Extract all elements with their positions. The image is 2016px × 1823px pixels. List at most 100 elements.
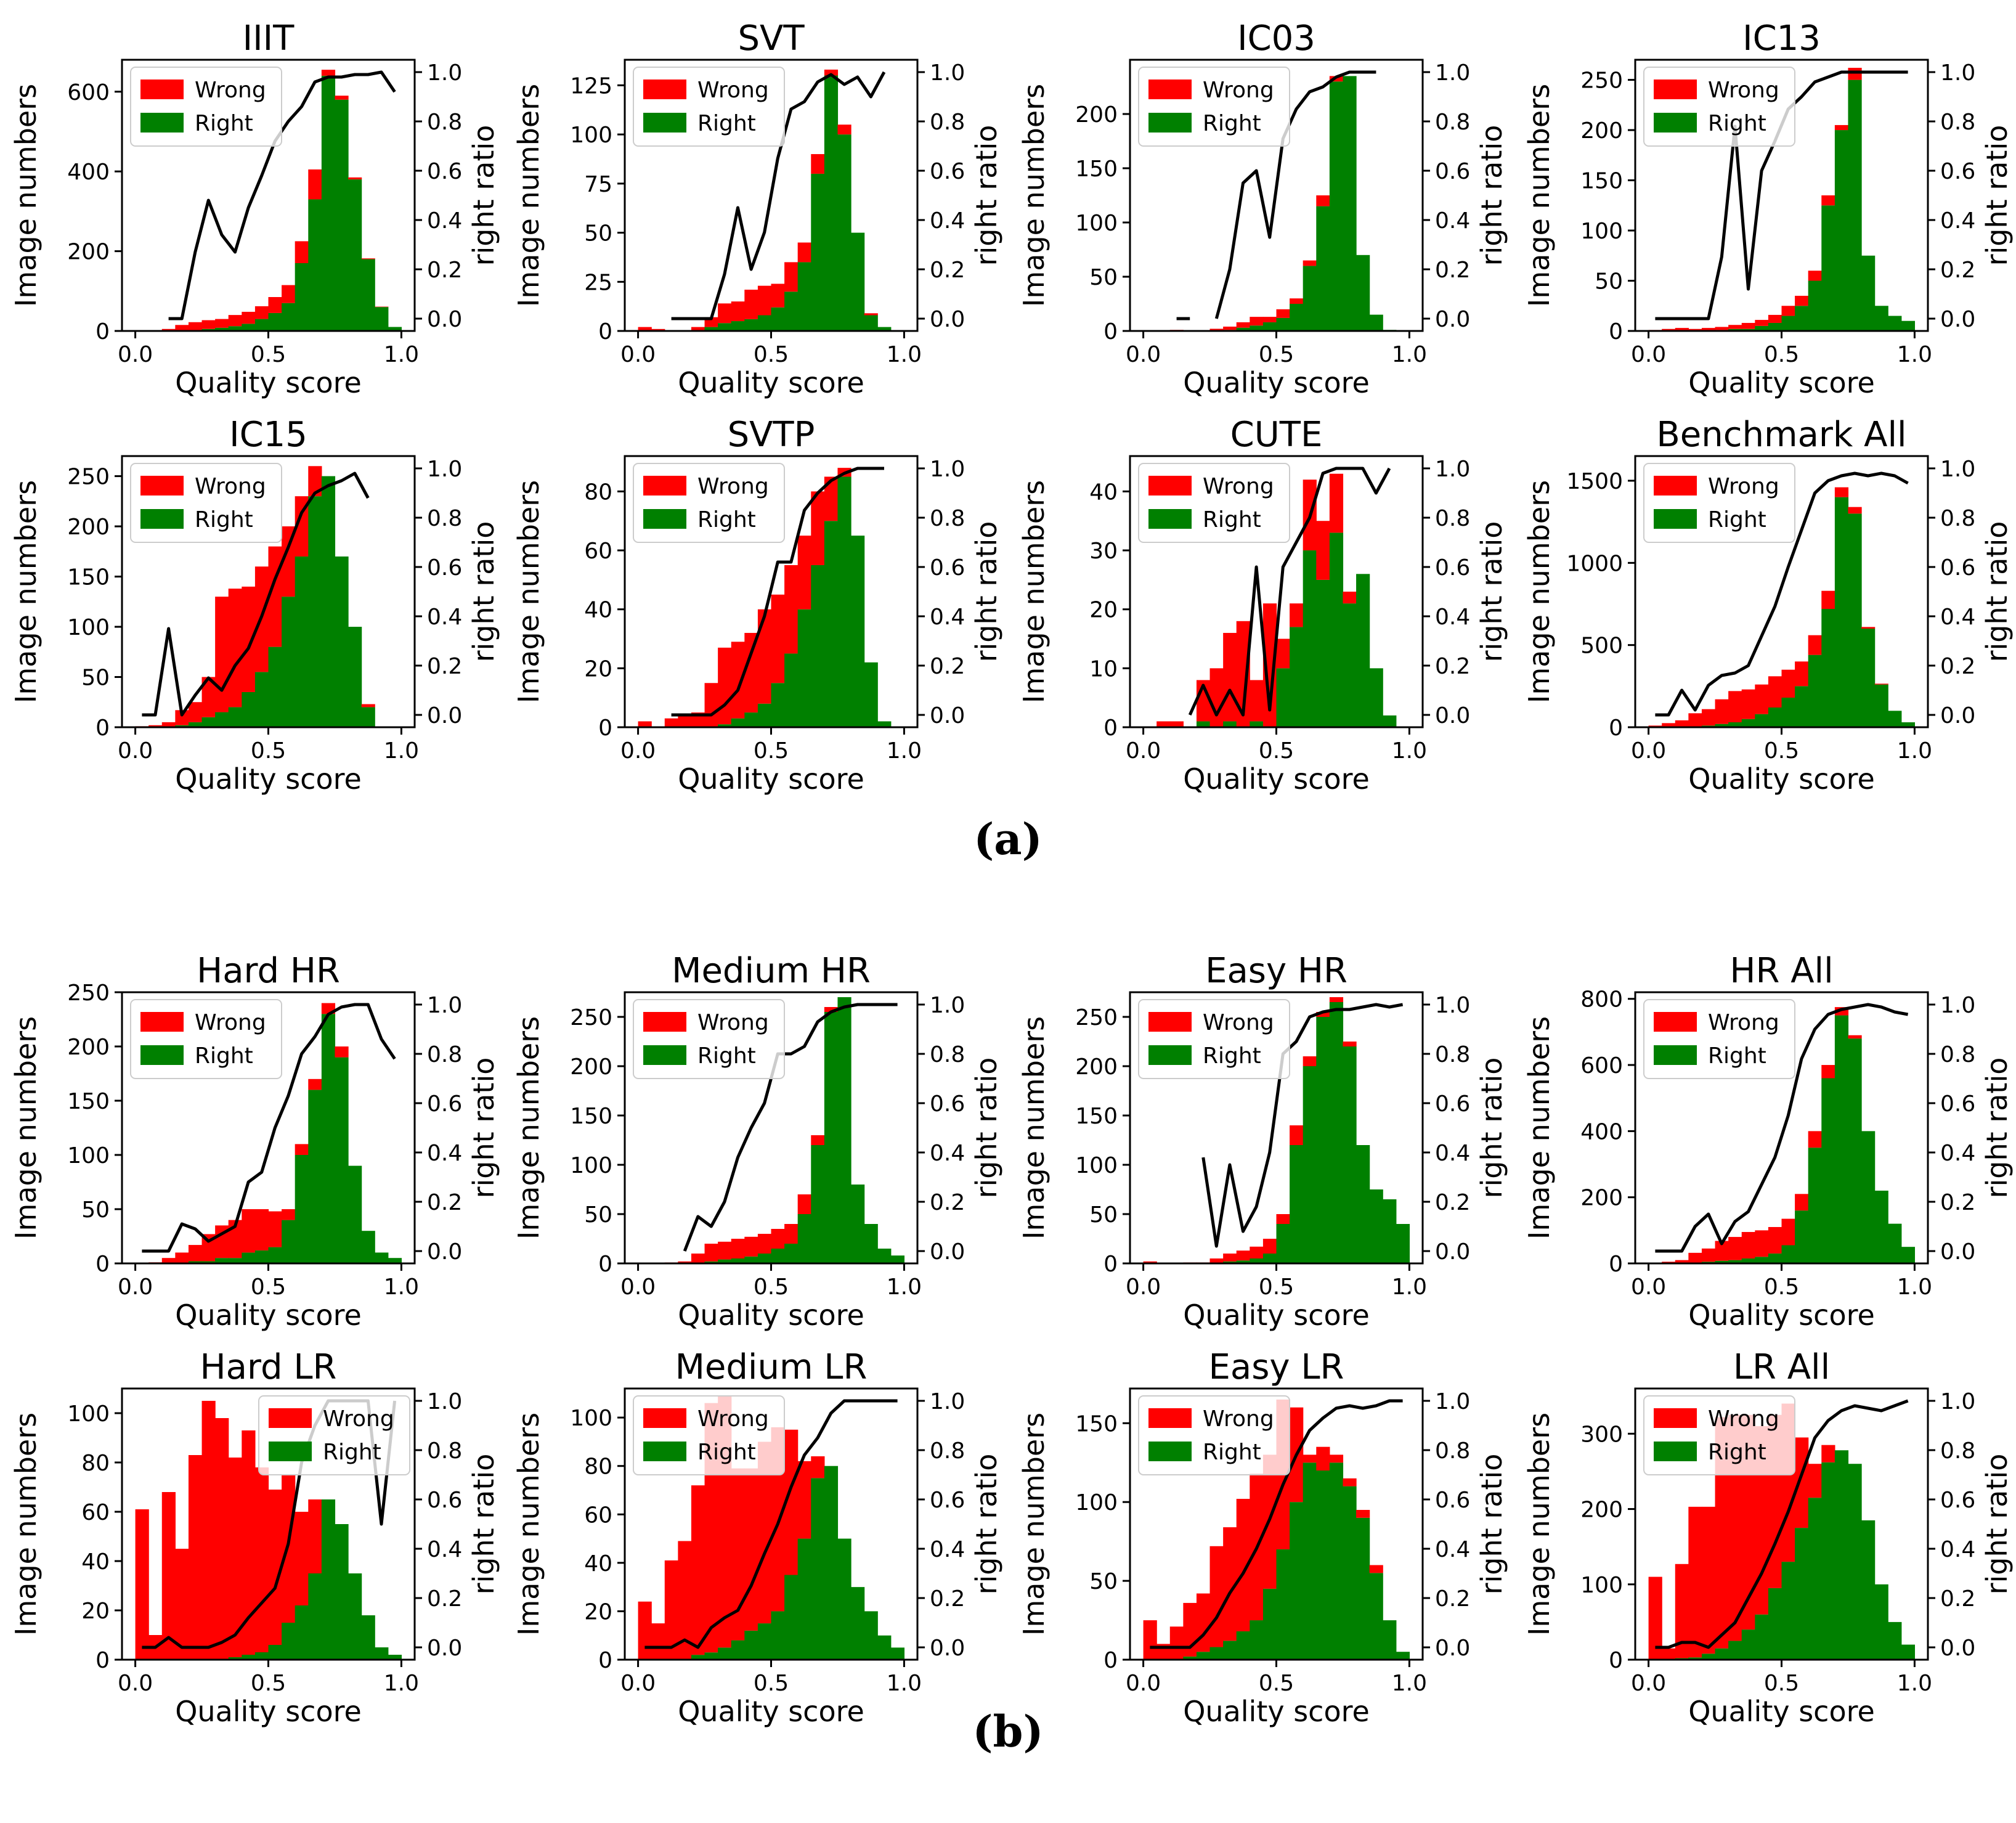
- ratio-line: [142, 471, 370, 717]
- bar-right: [1303, 1462, 1317, 1660]
- bar-wrong: [161, 328, 176, 331]
- bar-right: [348, 1573, 362, 1660]
- ytick-label-right: 0.8: [427, 1438, 462, 1464]
- legend-label-wrong: Wrong: [1203, 1010, 1274, 1035]
- bar-right: [335, 1524, 349, 1660]
- ytick-label-right: 0.6: [930, 555, 965, 581]
- ytick-label-right: 0.8: [427, 506, 462, 531]
- bar-wrong: [254, 1209, 269, 1250]
- bar-wrong: [1250, 317, 1264, 326]
- bar-right: [1808, 1498, 1822, 1660]
- bar-wrong: [651, 1623, 665, 1660]
- xtick-label: 0.5: [1259, 342, 1294, 367]
- bar-wrong: [282, 1209, 296, 1220]
- ytick-label-right: 0.8: [1435, 1042, 1470, 1067]
- bar-right: [1329, 1002, 1344, 1263]
- ytick-label-left: 150: [67, 1089, 110, 1114]
- bar-right: [321, 75, 336, 331]
- bar-wrong: [1223, 1254, 1237, 1262]
- ytick-label-right: 0.4: [427, 1537, 462, 1562]
- bar-wrong: [1768, 1226, 1782, 1254]
- legend-swatch-right: [643, 1045, 686, 1065]
- bar-right: [784, 292, 799, 331]
- ytick-label-right: 1.0: [427, 1389, 462, 1414]
- bar-right: [1821, 1462, 1835, 1660]
- bar-right: [1861, 629, 1876, 727]
- legend-swatch-right: [1148, 1442, 1192, 1461]
- bar-right: [1183, 1656, 1197, 1660]
- legend: Wrong Right: [1138, 1395, 1290, 1475]
- bar-right: [824, 75, 839, 331]
- bar-right: [824, 1466, 839, 1660]
- bar-wrong: [731, 642, 745, 719]
- y-axis-label-left: Image numbers: [1017, 1016, 1051, 1239]
- bar-wrong: [308, 1079, 322, 1090]
- y-axis-label-right: right ratio: [1980, 1058, 2014, 1199]
- bar-wrong: [1755, 684, 1769, 714]
- x-axis-label: Quality score: [175, 1695, 362, 1728]
- bar-right: [1396, 1224, 1410, 1263]
- xtick-label: 1.0: [887, 738, 922, 764]
- bar-right: [1223, 1641, 1237, 1660]
- bar-right: [731, 1640, 745, 1660]
- bar-right: [877, 1635, 892, 1660]
- ytick-label-left: 500: [1580, 634, 1623, 659]
- bar-wrong: [268, 1211, 282, 1247]
- ytick-label-right: 0.2: [930, 654, 965, 679]
- ytick-label-left: 10: [1089, 656, 1118, 682]
- bar-wrong: [295, 241, 309, 263]
- bar-wrong: [1209, 328, 1224, 331]
- xtick-label: 0.0: [118, 1274, 153, 1300]
- ytick-label-left: 0: [598, 319, 612, 345]
- bar-right: [1369, 1573, 1383, 1660]
- bar-wrong: [1834, 487, 1849, 497]
- bar-wrong: [1169, 1626, 1184, 1660]
- xtick-label: 1.0: [384, 342, 419, 367]
- bar-right: [1223, 721, 1237, 727]
- ytick-label-right: 0.8: [930, 110, 965, 135]
- bar-wrong: [282, 1475, 296, 1623]
- bar-right: [797, 1214, 811, 1263]
- ytick-label-left: 20: [584, 1599, 612, 1625]
- bar-right: [1741, 1629, 1755, 1660]
- bar-wrong: [242, 1430, 256, 1655]
- bar-right: [704, 327, 718, 331]
- ytick-label-left: 50: [81, 1197, 110, 1223]
- bar-right: [321, 476, 336, 727]
- bar-right: [1821, 1078, 1835, 1263]
- ytick-label-left: 50: [584, 221, 612, 247]
- bar-right: [744, 319, 758, 331]
- chart-svt: SVT 0 25 50 75 100 125 0.0 0.2 0.4 0.6 0.8 1.0 0.0 0.5…: [512, 18, 1003, 399]
- bar-right: [837, 1538, 852, 1660]
- ytick-label-right: 0.0: [427, 1239, 462, 1265]
- bar-wrong: [1303, 1454, 1317, 1463]
- xtick-label: 0.5: [251, 1274, 286, 1300]
- bar-wrong: [1715, 1241, 1729, 1261]
- ytick-label-right: 1.0: [427, 457, 462, 482]
- bar-wrong: [268, 1490, 282, 1645]
- legend: Wrong Right: [633, 67, 785, 147]
- bar-right: [215, 712, 229, 727]
- bar-wrong: [1701, 1248, 1716, 1262]
- ytick-label-right: 0.2: [1435, 258, 1470, 283]
- xtick-label: 0.5: [1764, 738, 1799, 764]
- bar-wrong: [1316, 521, 1330, 580]
- ytick-label-right: 0.2: [930, 1586, 965, 1612]
- bar-right: [321, 1499, 336, 1660]
- bar-right: [1755, 1614, 1769, 1660]
- bar-right: [1356, 1517, 1370, 1660]
- bar-right: [1741, 719, 1755, 727]
- bar-right: [282, 1220, 296, 1263]
- legend: Wrong Right: [130, 999, 282, 1079]
- bar-wrong: [691, 1485, 705, 1655]
- bar-wrong: [1781, 306, 1795, 316]
- ratio-line: [1188, 467, 1391, 717]
- bar-right: [744, 1630, 758, 1660]
- bar-right: [335, 99, 349, 332]
- ytick-label-right: 1.0: [1940, 60, 1975, 86]
- y-axis-label-right: right ratio: [1980, 1454, 2014, 1595]
- bar-right: [1768, 1588, 1782, 1660]
- bar-right: [175, 725, 189, 727]
- ratio-line: [1655, 471, 1909, 717]
- bar-right: [851, 536, 865, 727]
